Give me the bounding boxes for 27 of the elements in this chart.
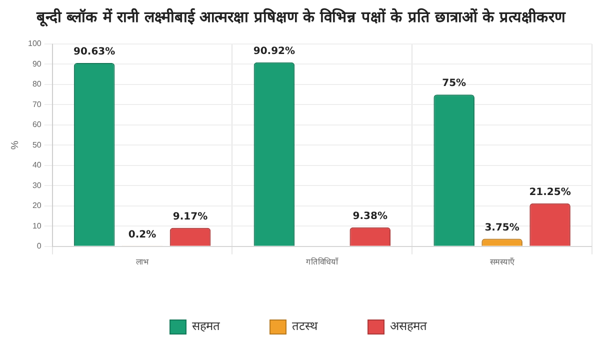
y-axis-title: % bbox=[10, 140, 21, 150]
y-tick-label: 100 bbox=[28, 39, 42, 48]
y-tick-label: 60 bbox=[32, 120, 42, 130]
y-tick-label: 20 bbox=[32, 201, 42, 210]
y-tick-label: 10 bbox=[32, 221, 42, 230]
data-label: 90.63% bbox=[73, 46, 116, 58]
legend-label: असहमत bbox=[390, 319, 428, 334]
y-tick-label: 80 bbox=[32, 80, 42, 89]
y-tick-label: 30 bbox=[32, 180, 42, 190]
x-tick-label: समस्याएँ bbox=[490, 256, 516, 266]
y-tick-label: 40 bbox=[32, 160, 42, 170]
data-label: 9.17% bbox=[172, 211, 208, 222]
data-label: 90.92% bbox=[253, 46, 296, 57]
y-tick-label: 90 bbox=[32, 59, 42, 68]
y-tick-label: 50 bbox=[32, 140, 42, 150]
x-tick-label: लाभ bbox=[136, 257, 149, 266]
y-tick-label: 70 bbox=[32, 100, 42, 109]
data-label: 75% bbox=[442, 78, 466, 90]
legend-label: सहमत bbox=[192, 319, 221, 334]
data-label: 9.38% bbox=[352, 211, 388, 222]
legend-label: तटस्थ bbox=[292, 319, 318, 334]
chart-title: बून्दी ब्लॉक में रानी लक्ष्मीबाई आत्मरक्षा प्रषिक्षण के विभिन्न पक्षों के प्रति छात्राओं के प्रत्यक्षीकरण bbox=[35, 7, 567, 28]
data-label: 3.75% bbox=[484, 222, 520, 234]
data-label: 21.25% bbox=[529, 186, 571, 198]
data-label: 0.2% bbox=[128, 230, 156, 241]
y-tick-label: 0 bbox=[36, 242, 42, 251]
x-tick-label: गतिविधियाँ bbox=[306, 256, 340, 266]
